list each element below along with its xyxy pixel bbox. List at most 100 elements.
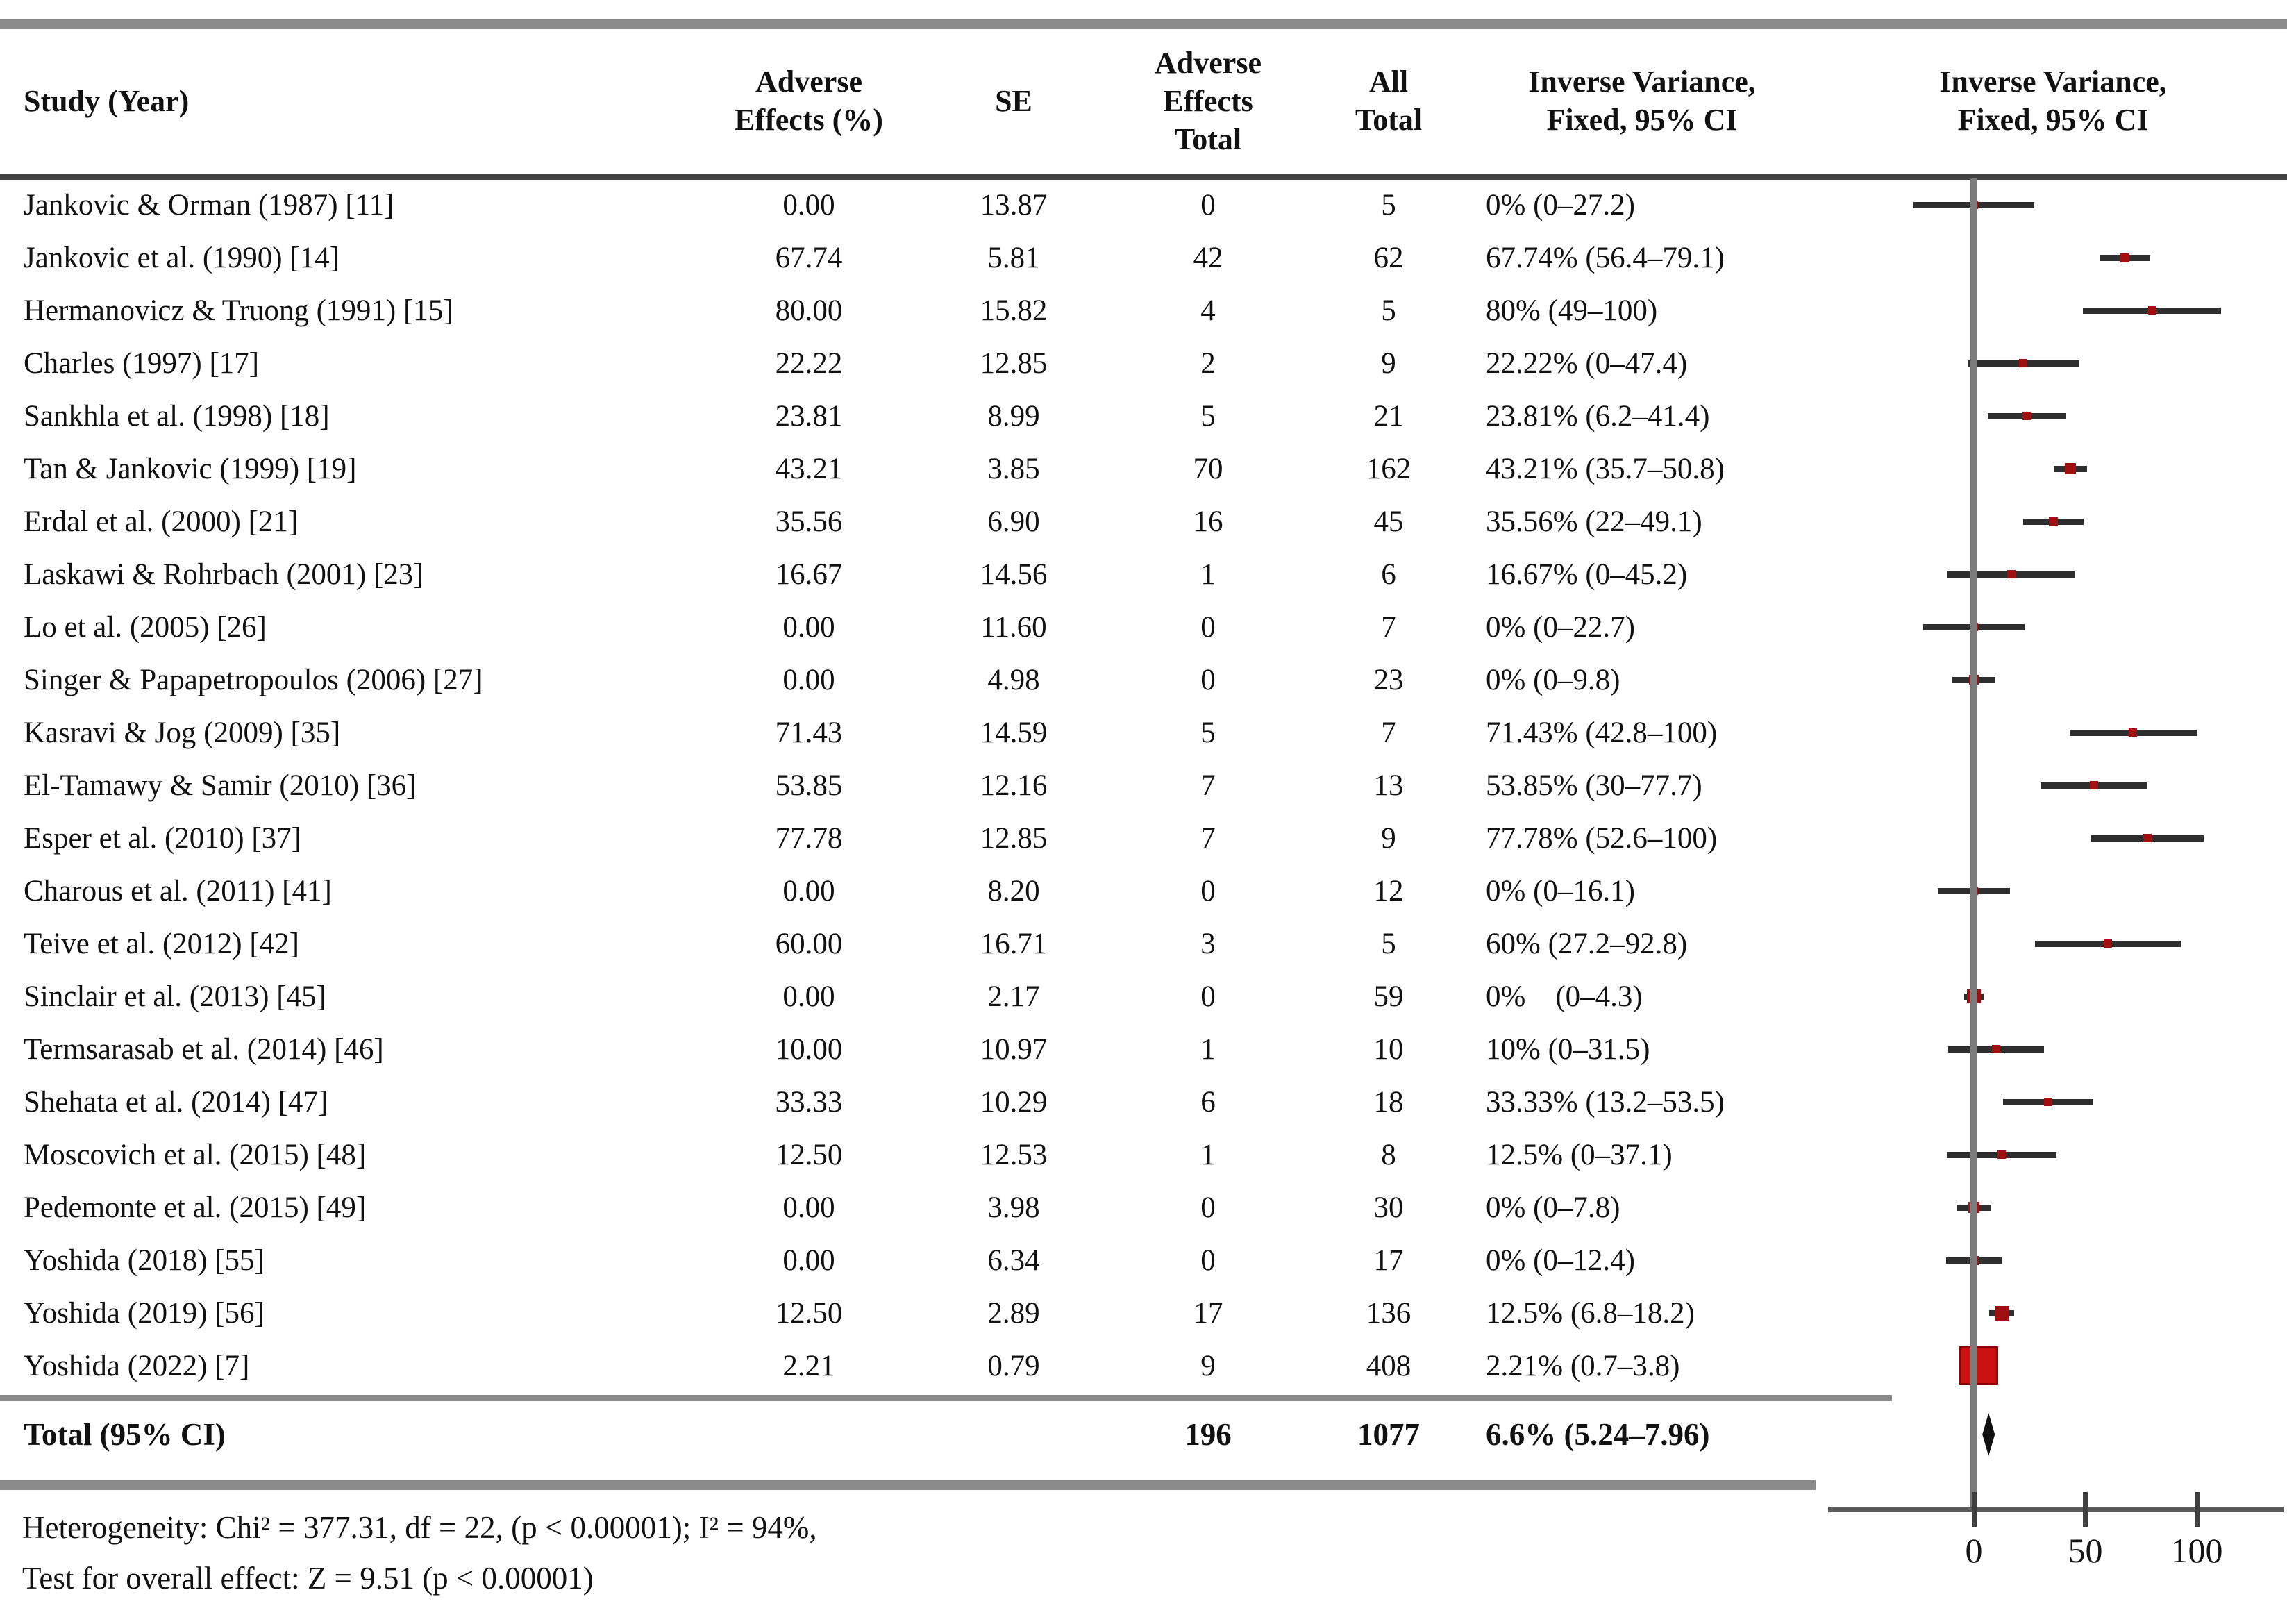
effect-marker [2103, 939, 2112, 948]
all-total-count: 59 [1373, 980, 1404, 1013]
adverse-effects-value: 0.00 [782, 1244, 835, 1277]
se-value: 3.85 [987, 452, 1040, 485]
adverse-effects-value: 53.85 [775, 769, 843, 802]
se-value: 6.90 [987, 505, 1040, 538]
all-total-count: 7 [1381, 716, 1396, 749]
table-row: Charles (1997) [17] 22.22 12.85 2 9 22.22% (0… [0, 337, 2287, 390]
se-value: 6.34 [987, 1244, 1040, 1277]
ci-text: 10% (0–31.5) [1486, 1032, 1650, 1066]
axis-tick-label: 100 [2170, 1531, 2223, 1570]
forest-plot-cell [1819, 1287, 2287, 1339]
table-row: Yoshida (2022) [7] 2.21 0.79 9 408 2.21% (0.7… [0, 1339, 2287, 1392]
se-value: 16.71 [980, 927, 1048, 960]
adverse-events-count: 70 [1193, 452, 1223, 485]
ci-text: 67.74% (56.4–79.1) [1486, 241, 1725, 274]
se-value: 8.20 [987, 874, 1040, 907]
forest-plot-cell [1819, 1075, 2287, 1128]
adverse-events-count: 17 [1193, 1296, 1223, 1330]
forest-plot-cell [1819, 812, 2287, 864]
forest-plot-cell [1819, 1339, 2287, 1392]
table-row: Pedemonte et al. (2015) [49] 0.00 3.98 0 30 0… [0, 1181, 2287, 1234]
table-header-row: Study (Year) Adverse Effects (%) SE Adve… [0, 29, 2287, 172]
adverse-events-count: 42 [1193, 241, 1223, 274]
table-row: Yoshida (2019) [56] 12.50 2.89 17 136 12.5% (… [0, 1287, 2287, 1339]
axis-tick [1971, 1492, 1977, 1527]
all-total-count: 5 [1381, 294, 1396, 327]
all-total-count: 9 [1381, 346, 1396, 380]
se-value: 12.85 [980, 346, 1048, 380]
ci-text: 12.5% (6.8–18.2) [1486, 1296, 1695, 1330]
total-label: Total (95% CI) [24, 1417, 226, 1452]
adverse-events-count: 16 [1193, 505, 1223, 538]
forest-plot-cell [1819, 864, 2287, 917]
adverse-effects-value: 0.00 [782, 610, 835, 644]
effect-marker [1994, 1305, 2009, 1321]
se-value: 0.79 [987, 1349, 1040, 1382]
forest-plot-cell [1819, 601, 2287, 653]
adverse-events-count: 5 [1200, 716, 1216, 749]
header-separator-rule [0, 174, 2287, 180]
study-name: Moscovich et al. (2015) [48] [24, 1138, 367, 1171]
study-name: Teive et al. (2012) [42] [24, 927, 299, 960]
table-row: Sinclair et al. (2013) [45] 0.00 2.17 0 59 0%… [0, 970, 2287, 1023]
all-total-count: 17 [1373, 1244, 1404, 1277]
effect-marker [2129, 728, 2138, 737]
ci-text: 53.85% (30–77.7) [1486, 769, 1702, 802]
forest-plot-cell [1819, 442, 2287, 495]
table-row: Moscovich et al. (2015) [48] 12.50 12.53 1 8… [0, 1128, 2287, 1181]
ci-text: 22.22% (0–47.4) [1486, 346, 1688, 380]
se-value: 15.82 [980, 294, 1048, 327]
study-name: Lo et al. (2005) [26] [24, 610, 267, 644]
table-row: Termsarasab et al. (2014) [46] 10.00 10.97… [0, 1023, 2287, 1075]
axis-tick [2194, 1492, 2200, 1527]
all-total-count: 136 [1366, 1296, 1411, 1330]
forest-plot-cell [1819, 548, 2287, 601]
study-name: Yoshida (2022) [7] [24, 1349, 250, 1382]
study-name: Tan & Jankovic (1999) [19] [24, 452, 357, 485]
study-name: Termsarasab et al. (2014) [46] [24, 1032, 384, 1066]
ci-text: 0% (0–4.3) [1486, 980, 1643, 1013]
table-row: Tan & Jankovic (1999) [19] 43.21 3.85 70 162… [0, 442, 2287, 495]
forest-plot-cell [1819, 390, 2287, 442]
adverse-events-count: 0 [1200, 188, 1216, 221]
forest-plot-cell [1819, 1181, 2287, 1234]
ci-text: 2.21% (0.7–3.8) [1486, 1349, 1680, 1382]
table-row: Sankhla et al. (1998) [18] 23.81 8.99 5 21 23… [0, 390, 2287, 442]
table-row: Jankovic et al. (1990) [14] 67.74 5.81 42 62… [0, 231, 2287, 284]
all-total-count: 8 [1381, 1138, 1396, 1171]
adverse-events-count: 2 [1200, 346, 1216, 380]
all-total-count: 45 [1373, 505, 1404, 538]
ci-text: 0% (0–9.8) [1486, 663, 1620, 696]
total-row: Total (95% CI) 196 1077 6.6% (5.24–7.96) [0, 1408, 2287, 1461]
effect-marker [2048, 517, 2058, 526]
table-row: Hermanovicz & Truong (1991) [15] 80.00 15.… [0, 284, 2287, 337]
effect-marker [2022, 412, 2032, 420]
all-total-count: 7 [1381, 610, 1396, 644]
study-name: Pedemonte et al. (2015) [49] [24, 1191, 367, 1224]
se-value: 12.53 [980, 1138, 1048, 1171]
header-inverse-variance: Inverse Variance, Fixed, 95% CI [1528, 65, 1756, 137]
table-row: Lo et al. (2005) [26] 0.00 11.60 0 7 0% (0–22… [0, 601, 2287, 653]
forest-plot-cell [1819, 337, 2287, 390]
all-total-count: 21 [1373, 399, 1404, 433]
forest-plot-cell [1819, 1023, 2287, 1075]
all-total-count: 6 [1381, 558, 1396, 591]
ci-text: 12.5% (0–37.1) [1486, 1138, 1673, 1171]
total-all-value: 1077 [1357, 1417, 1420, 1452]
adverse-events-count: 5 [1200, 399, 1216, 433]
study-name: Sankhla et al. (1998) [18] [24, 399, 330, 433]
table-row: Erdal et al. (2000) [21] 35.56 6.90 16 45 35.… [0, 495, 2287, 548]
effect-marker [2019, 359, 2028, 367]
effect-marker [2064, 463, 2076, 474]
ci-text: 0% (0–16.1) [1486, 874, 1635, 907]
adverse-effects-value: 71.43 [775, 716, 843, 749]
adverse-events-count: 0 [1200, 610, 1216, 644]
adverse-effects-value: 43.21 [775, 452, 843, 485]
all-total-count: 23 [1373, 663, 1404, 696]
forest-plot-cell [1819, 917, 2287, 970]
forest-plot-cell [1819, 706, 2287, 759]
study-name: Sinclair et al. (2013) [45] [24, 980, 326, 1013]
effect-marker [2120, 253, 2129, 262]
ci-text: 77.78% (52.6–100) [1486, 821, 1718, 855]
